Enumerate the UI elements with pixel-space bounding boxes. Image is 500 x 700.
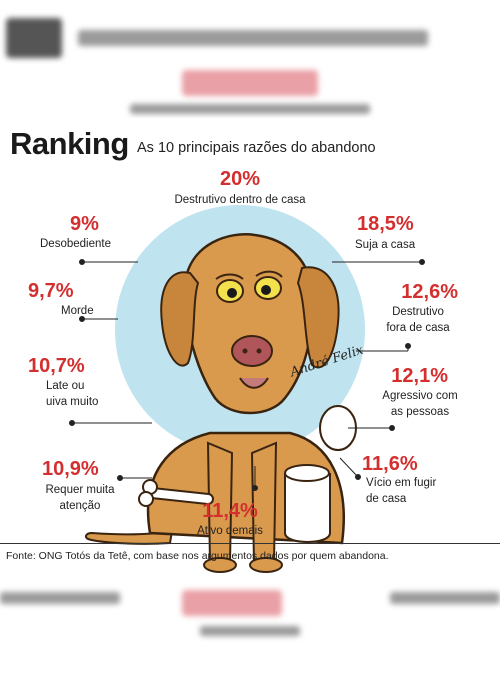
- value-desobediente: 9%: [70, 213, 99, 235]
- value-destrutivo-fora: 12,6%: [401, 281, 458, 303]
- source-note: Fonte: ONG Totós da Tetê, com base nos a…: [6, 550, 389, 562]
- background-text-line: [200, 626, 300, 636]
- label-desobediente: Desobediente: [40, 238, 111, 250]
- label-morde: Morde: [61, 305, 94, 317]
- chart-subtitle: As 10 principais razões do abandono: [137, 140, 376, 156]
- value-destrutivo-dentro: 20%: [219, 168, 261, 190]
- label-requer: Requer muita atenção: [45, 484, 115, 512]
- sad-dog-illustration: [84, 233, 357, 573]
- value-morde: 9,7%: [28, 280, 74, 302]
- label-agressivo: Agressivo com as pessoas: [382, 390, 458, 418]
- value-late: 10,7%: [28, 355, 85, 377]
- label-late: Late ou uiva muito: [46, 380, 99, 408]
- value-ativo: 11,4%: [202, 500, 258, 522]
- background-text-line: [390, 592, 500, 604]
- value-suja: 18,5%: [357, 213, 414, 235]
- value-vicio: 11,6%: [362, 453, 418, 475]
- label-vicio: Vício em fugir de casa: [366, 477, 437, 505]
- value-agressivo: 12,1%: [391, 365, 448, 387]
- footer-rule: [0, 543, 500, 544]
- background-red-block: [182, 70, 318, 96]
- label-suja: Suja a casa: [355, 239, 416, 251]
- background-text-line: [0, 592, 120, 604]
- infographic-card: Ranking As 10 principais razões do aband…: [0, 118, 500, 576]
- chart-title: Ranking: [10, 126, 129, 161]
- label-destrutivo-fora: Destrutivo fora de casa: [386, 306, 450, 334]
- background-red-block: [182, 590, 282, 616]
- value-requer: 10,9%: [42, 458, 99, 480]
- label-ativo: Ativo demais: [197, 525, 263, 537]
- background-headline: [78, 30, 428, 46]
- label-destrutivo-dentro: Destrutivo dentro de casa: [174, 194, 306, 206]
- background-logo: [6, 18, 62, 58]
- background-text-line: [130, 104, 370, 114]
